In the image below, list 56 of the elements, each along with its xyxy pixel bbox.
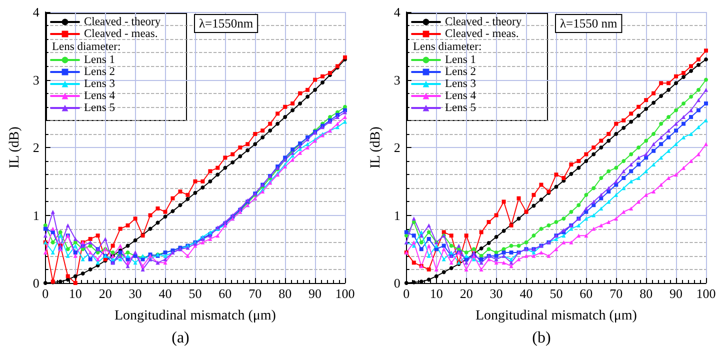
y-tick-label: 3	[32, 72, 40, 88]
y-tick-label: 2	[394, 140, 400, 155]
legend-label: Lens 1	[84, 54, 116, 66]
x-tick-label: 0	[42, 286, 49, 301]
legend-label: Lens 5	[445, 102, 476, 114]
legend-label: Lens 3	[445, 78, 476, 90]
legend-label: Cleaved - theory	[84, 16, 161, 28]
legend-label: Lens 2	[445, 66, 476, 78]
y-tick-label: 0	[394, 276, 400, 290]
x-tick-label: 80	[278, 286, 292, 301]
x-tick-label: 20	[460, 286, 473, 301]
x-tick-label: 30	[490, 286, 503, 301]
x-axis-title: Longitudinal mismatch (μm)	[114, 308, 276, 324]
legend-title: Lens diameter:	[52, 41, 121, 53]
legend-label: Lens 4	[84, 90, 116, 102]
x-tick-label: 0	[403, 286, 410, 301]
x-tick-label: 10	[430, 286, 443, 301]
x-tick-label: 90	[670, 286, 683, 301]
x-tick-label: 90	[308, 286, 322, 301]
x-tick-label: 20	[98, 286, 112, 301]
text: (b)	[532, 330, 551, 346]
x-tick-label: 100	[696, 286, 716, 301]
x-tick-label: 60	[218, 286, 232, 301]
x-tick-label: 60	[580, 286, 593, 301]
x-tick-label: 40	[158, 286, 172, 301]
legend-label: Cleaved - theory	[445, 16, 522, 28]
y-tick-label: 0	[32, 276, 40, 290]
y-tick-label: 1	[394, 208, 400, 223]
x-tick-label: 80	[640, 286, 653, 301]
x-tick-label: 10	[68, 286, 82, 301]
x-tick-label: 70	[610, 286, 623, 301]
y-tick-label: 4	[32, 4, 40, 20]
x-tick-label: 40	[520, 286, 533, 301]
y-tick-label: 2	[32, 140, 40, 155]
legend-label: Lens 2	[84, 66, 116, 78]
annotation: λ=1550nm	[199, 16, 254, 30]
legend-label: Lens 4	[445, 90, 476, 102]
legend-label: Lens 3	[84, 78, 116, 90]
x-tick-label: 50	[550, 286, 563, 301]
y-tick-label: 3	[394, 72, 400, 88]
legend-label: Lens 1	[445, 54, 476, 66]
y-axis-title: IL (dB)	[368, 126, 384, 168]
legend-title: Lens diameter:	[413, 41, 482, 53]
legend-label: Cleaved - meas.	[84, 28, 158, 40]
legend-label: Cleaved - meas.	[445, 28, 519, 40]
x-tick-label: 50	[188, 286, 202, 301]
legend-label: Lens 5	[84, 102, 116, 114]
x-axis-title: Longitudinal mismatch (μm)	[475, 308, 638, 324]
text: (a)	[172, 330, 190, 346]
y-axis-title: IL (dB)	[8, 126, 22, 168]
y-tick-label: 1	[32, 208, 40, 223]
annotation: λ=1550 nm	[560, 16, 618, 30]
x-tick-label: 30	[128, 286, 142, 301]
x-tick-label: 70	[248, 286, 262, 301]
y-tick-label: 4	[394, 4, 401, 20]
x-tick-label: 100	[335, 286, 355, 301]
